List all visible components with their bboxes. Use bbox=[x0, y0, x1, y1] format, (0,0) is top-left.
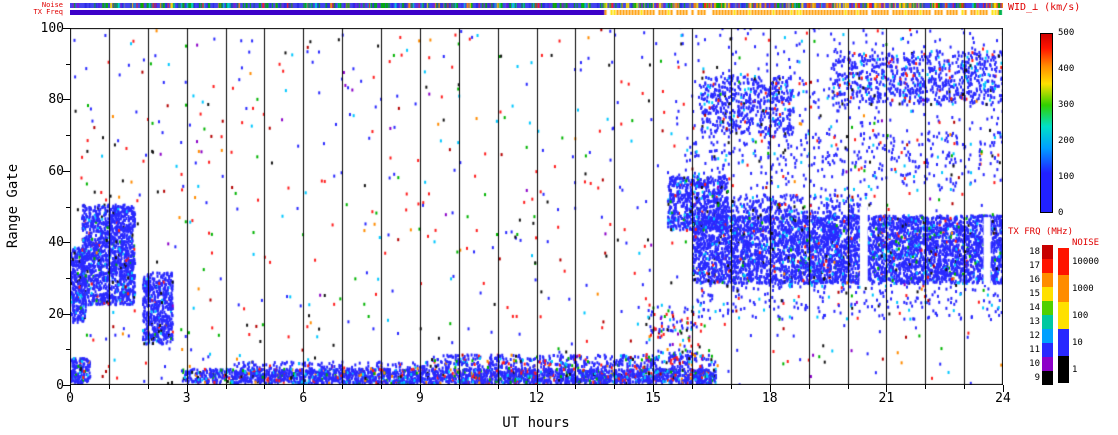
txfrq-tick-label: 16 bbox=[1029, 275, 1040, 285]
x-tick-mark bbox=[459, 385, 460, 389]
txfrq-color-block bbox=[1042, 273, 1053, 287]
txfrq-color-block bbox=[1042, 343, 1053, 357]
y-tick-mark bbox=[66, 64, 70, 65]
wid-colorbar-tick-label: 300 bbox=[1058, 100, 1075, 110]
txfrq-color-block bbox=[1042, 371, 1053, 385]
noise-strip-label: Noise bbox=[41, 1, 63, 9]
x-tick-mark bbox=[420, 385, 421, 392]
noise-color-block bbox=[1058, 275, 1069, 302]
noise-color-block bbox=[1058, 329, 1069, 356]
y-tick-label: 80 bbox=[48, 92, 64, 108]
x-tick-mark bbox=[342, 385, 343, 389]
x-tick-mark bbox=[731, 385, 732, 389]
x-tick-mark bbox=[537, 385, 538, 392]
wid-colorbar-title: WID_⊥ (km/s) bbox=[1008, 2, 1081, 13]
x-tick-mark bbox=[498, 385, 499, 389]
noise-color-block bbox=[1058, 356, 1069, 383]
x-tick-mark bbox=[381, 385, 382, 389]
y-tick-label: 40 bbox=[48, 235, 64, 251]
y-tick-mark bbox=[63, 242, 70, 243]
x-tick-mark bbox=[109, 385, 110, 389]
wid-colorbar bbox=[1040, 33, 1053, 213]
x-tick-label: 3 bbox=[182, 391, 191, 406]
noise-tick-label: 10 bbox=[1072, 338, 1083, 348]
y-tick-mark bbox=[66, 135, 70, 136]
noise-tick-label: 10000 bbox=[1072, 257, 1100, 267]
x-tick-mark bbox=[264, 385, 265, 389]
x-tick-mark bbox=[809, 385, 810, 389]
noise-indicator-strip bbox=[70, 3, 1003, 8]
noise-legend-title: NOISE bbox=[1072, 238, 1100, 248]
x-tick-label: 21 bbox=[878, 391, 895, 406]
y-tick-mark bbox=[66, 278, 70, 279]
noise-tick-label: 1000 bbox=[1072, 284, 1094, 294]
y-tick-label: 100 bbox=[40, 21, 64, 36]
x-tick-mark bbox=[226, 385, 227, 389]
x-tick-mark bbox=[653, 385, 654, 392]
txfrq-legend-title: TX FRQ (MHz) bbox=[1008, 227, 1074, 237]
x-tick-mark bbox=[964, 385, 965, 389]
txfrq-tick-label: 10 bbox=[1029, 359, 1040, 369]
range-time-plot-canvas bbox=[70, 28, 1003, 385]
txfrq-color-block bbox=[1042, 315, 1053, 329]
txfreq-strip-label: TX Freq bbox=[33, 8, 63, 16]
txfrq-color-block bbox=[1042, 329, 1053, 343]
noise-tick-label: 1 bbox=[1072, 365, 1078, 375]
txfrq-color-block bbox=[1042, 245, 1053, 259]
x-tick-label: 24 bbox=[995, 391, 1011, 406]
x-tick-label: 15 bbox=[645, 391, 661, 406]
y-tick-mark bbox=[63, 171, 70, 172]
x-tick-label: 12 bbox=[528, 391, 545, 406]
y-tick-mark bbox=[63, 314, 70, 315]
x-axis-label: UT hours bbox=[502, 415, 570, 431]
wid-colorbar-tick-label: 0 bbox=[1058, 208, 1064, 218]
txfrq-color-block bbox=[1042, 301, 1053, 315]
wid-colorbar-tick-label: 100 bbox=[1058, 172, 1075, 182]
x-tick-mark bbox=[692, 385, 693, 389]
x-tick-label: 18 bbox=[761, 391, 778, 406]
txfrq-tick-label: 12 bbox=[1029, 331, 1040, 341]
y-axis-label: Range Gate bbox=[5, 163, 21, 249]
txfrq-tick-label: 18 bbox=[1029, 247, 1040, 257]
x-tick-mark bbox=[575, 385, 576, 389]
x-tick-mark bbox=[1003, 385, 1004, 392]
y-tick-label: 0 bbox=[56, 378, 64, 393]
y-tick-mark bbox=[63, 99, 70, 100]
txfrq-color-block bbox=[1042, 259, 1053, 273]
x-tick-label: 6 bbox=[299, 391, 308, 406]
wid-colorbar-tick-label: 200 bbox=[1058, 136, 1075, 146]
x-tick-mark bbox=[925, 385, 926, 389]
noise-color-block bbox=[1058, 248, 1069, 275]
y-tick-label: 60 bbox=[48, 163, 64, 179]
x-tick-mark bbox=[770, 385, 771, 392]
txfrq-tick-label: 11 bbox=[1029, 345, 1040, 355]
x-tick-mark bbox=[303, 385, 304, 392]
txfrq-tick-label: 15 bbox=[1029, 289, 1040, 299]
x-tick-label: 9 bbox=[415, 391, 424, 406]
x-tick-mark bbox=[148, 385, 149, 389]
y-tick-mark bbox=[66, 207, 70, 208]
wid-colorbar-tick-label: 500 bbox=[1058, 28, 1075, 38]
txfrq-color-block bbox=[1042, 287, 1053, 301]
wid-colorbar-tick-label: 400 bbox=[1058, 64, 1075, 74]
txfrq-tick-label: 9 bbox=[1034, 373, 1040, 383]
y-tick-mark bbox=[63, 28, 70, 29]
txfreq-indicator-strip bbox=[70, 10, 1003, 15]
noise-color-block bbox=[1058, 302, 1069, 329]
txfrq-tick-label: 14 bbox=[1029, 303, 1040, 313]
x-tick-mark bbox=[886, 385, 887, 392]
y-tick-mark bbox=[66, 349, 70, 350]
x-tick-mark bbox=[187, 385, 188, 392]
x-tick-mark bbox=[848, 385, 849, 389]
y-tick-label: 20 bbox=[48, 306, 64, 322]
txfrq-tick-label: 13 bbox=[1029, 317, 1040, 327]
noise-tick-label: 100 bbox=[1072, 311, 1089, 321]
x-tick-mark bbox=[70, 385, 71, 392]
y-tick-mark bbox=[63, 385, 70, 386]
x-tick-label: 0 bbox=[66, 391, 74, 406]
x-tick-mark bbox=[614, 385, 615, 389]
txfrq-color-block bbox=[1042, 357, 1053, 371]
txfrq-tick-label: 17 bbox=[1029, 261, 1040, 271]
